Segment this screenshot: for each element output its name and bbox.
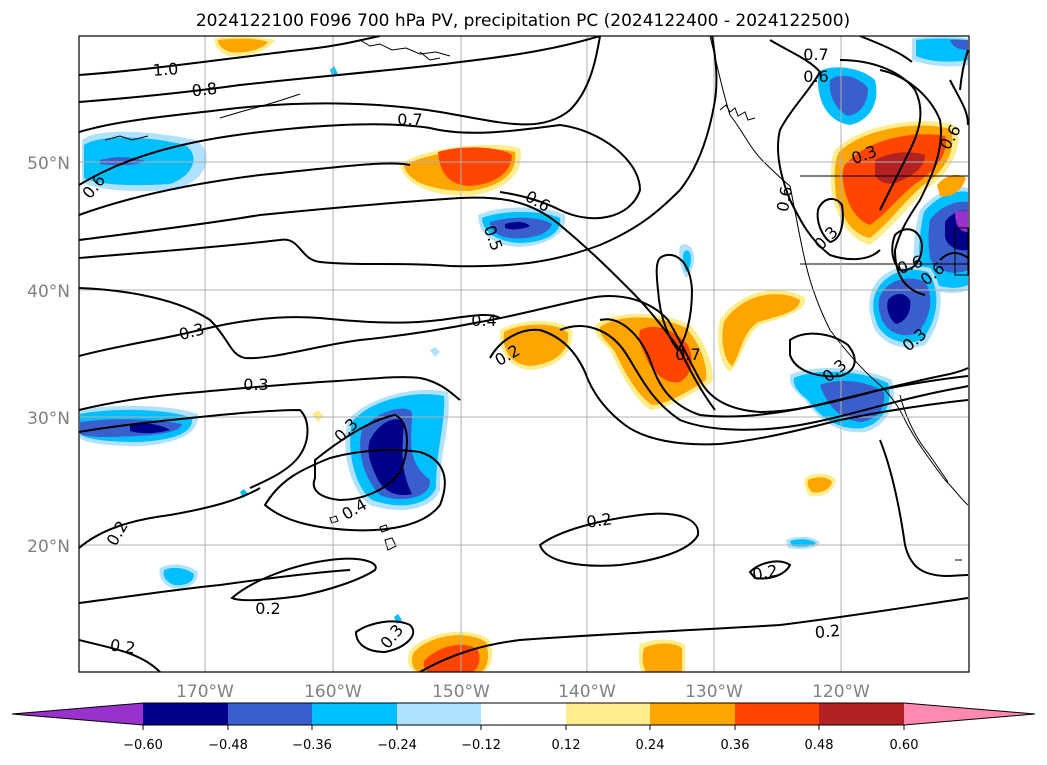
- colorbar-tick-label: −0.60: [123, 738, 163, 753]
- contour-label: 0.4: [471, 311, 496, 330]
- colorbar-segment: [397, 703, 481, 725]
- lon-label: 130°W: [685, 682, 743, 702]
- lat-label: 20°N: [27, 537, 70, 557]
- contour-label: 0.3: [243, 375, 268, 394]
- colorbar-segment: [735, 703, 819, 725]
- colorbar-tick-label: 0.36: [721, 738, 750, 753]
- lon-labels: 170°W 160°W 150°W 140°W 130°W 120°W: [176, 682, 870, 702]
- colorbar-segment: [650, 703, 735, 725]
- colorbar-tick-label: 0.60: [890, 738, 919, 753]
- coastlines: [104, 36, 969, 561]
- colorbar-segment: [819, 703, 904, 725]
- colorbar-tick-label: −0.36: [292, 738, 332, 753]
- contour-label: 1.0: [152, 59, 179, 80]
- colorbar-extend-high: [904, 703, 1035, 725]
- colorbar-tick-label: 0.12: [552, 738, 581, 753]
- contour-label: 0.2: [751, 561, 779, 584]
- colorbar-segment: [143, 703, 228, 725]
- contour-label: 0.2: [585, 509, 613, 531]
- colorbar-segment: [228, 703, 312, 725]
- contour-label: 0.8: [191, 79, 218, 101]
- colorbar: −0.60 −0.48 −0.36 −0.24 −0.12 0.12 0.24 …: [11, 702, 1036, 753]
- contour-label: 0.2: [814, 621, 841, 642]
- colorbar-tick-label: 0.48: [805, 738, 834, 753]
- contour-label: 0.7: [675, 345, 700, 364]
- contour-label: 0.2: [109, 635, 137, 657]
- map-title: 2024122100 F096 700 hPa PV, precipitatio…: [196, 11, 850, 31]
- lat-labels: 50°N 40°N 30°N 20°N: [27, 154, 70, 557]
- map-panel: 1.0 0.8 0.7 0.7 0.6 0.6 0.5 0.6 0.3 0.3 …: [78, 35, 970, 673]
- graticule: [79, 36, 969, 672]
- lat-label: 40°N: [27, 282, 70, 302]
- colorbar-tick-label: −0.24: [377, 738, 417, 753]
- colorbar-tick-label: 0.24: [636, 738, 665, 753]
- lon-label: 150°W: [432, 682, 490, 702]
- map-frame: [78, 35, 970, 673]
- contour-label: 0.6: [773, 185, 796, 213]
- contour-label: 0.6: [803, 67, 828, 86]
- contour-label: 0.7: [397, 110, 422, 129]
- colorbar-tick-label: −0.48: [208, 738, 248, 753]
- colorbar-tick-label: −0.12: [461, 738, 501, 753]
- colorbar-extend-low: [12, 703, 143, 725]
- pv-contours: [79, 36, 969, 672]
- colorbar-segment: [481, 703, 566, 725]
- colorbar-segment: [312, 703, 397, 725]
- lat-label: 50°N: [27, 154, 70, 174]
- lon-label: 170°W: [176, 682, 234, 702]
- lon-label: 140°W: [558, 682, 616, 702]
- contour-label: 0.7: [803, 45, 828, 64]
- lon-label: 120°W: [812, 682, 870, 702]
- lon-label: 160°W: [304, 682, 362, 702]
- contour-label: 0.2: [255, 599, 280, 618]
- lat-label: 30°N: [27, 409, 70, 429]
- colorbar-segment: [566, 703, 650, 725]
